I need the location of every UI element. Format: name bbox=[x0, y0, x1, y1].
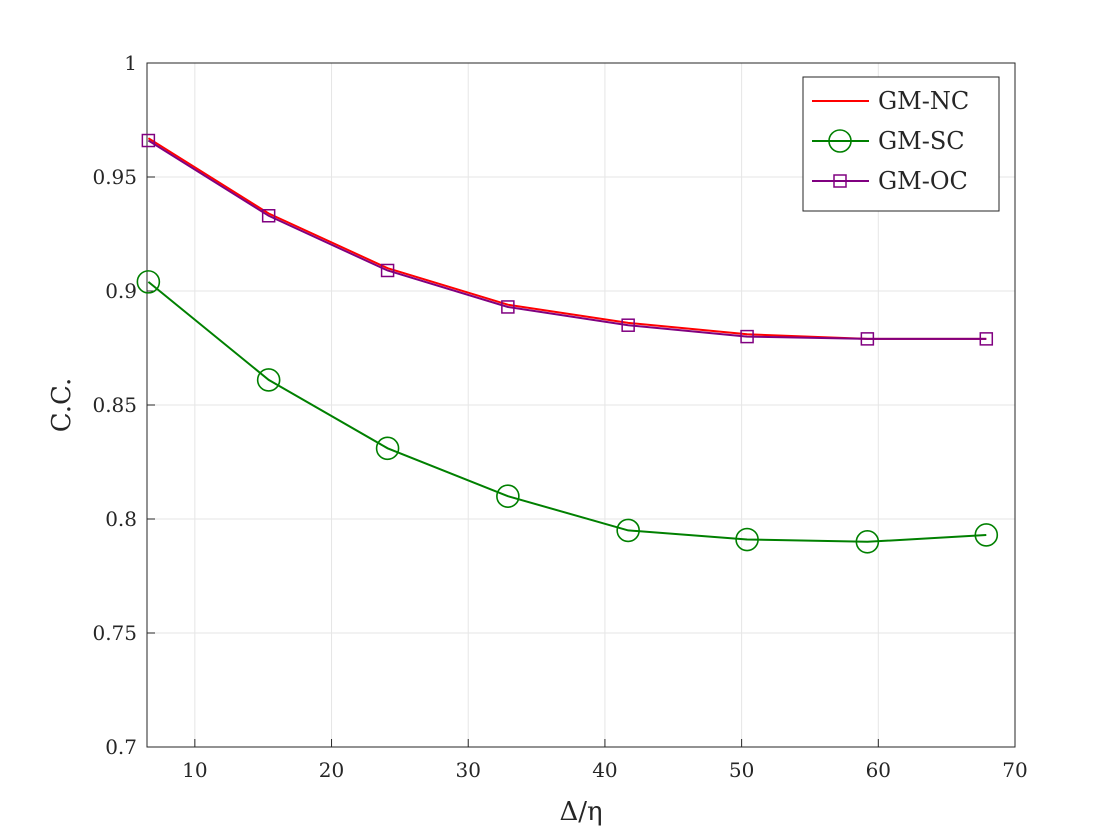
legend-label-gm-nc: GM-NC bbox=[878, 87, 969, 115]
legend-box bbox=[802, 76, 1000, 212]
legend-item-gm-oc: GM-OC bbox=[812, 167, 968, 195]
data-point-gm-oc bbox=[979, 332, 994, 346]
x-tick-label: 70 bbox=[1002, 758, 1027, 782]
data-point-gm-oc bbox=[740, 329, 754, 344]
data-point-gm-sc bbox=[496, 484, 520, 509]
series-layer bbox=[136, 133, 999, 554]
y-tick-label: 0.85 bbox=[92, 393, 137, 417]
data-point-gm-sc bbox=[735, 527, 759, 552]
series-gm-oc bbox=[141, 133, 994, 346]
y-tick-label: 0.95 bbox=[92, 165, 137, 189]
x-tick-label: 30 bbox=[456, 758, 481, 782]
data-point-gm-sc bbox=[136, 270, 161, 294]
tick-labels: 10 20 30 40 50 60 70 0.7 0.75 0.8 0.85 0.9 0.95 1 bbox=[92, 51, 1027, 782]
legend-label-gm-sc: GM-SC bbox=[878, 127, 965, 155]
legend-marker-gm-oc bbox=[833, 174, 847, 188]
y-tick-label: 1 bbox=[124, 51, 137, 75]
series-line-gm-oc bbox=[147, 139, 987, 340]
data-point-gm-oc bbox=[141, 133, 156, 148]
x-tick-label: 60 bbox=[866, 758, 891, 782]
data-point-gm-sc bbox=[256, 368, 281, 392]
y-axis-label: C.C. bbox=[47, 378, 77, 432]
legend-label-gm-oc: GM-OC bbox=[878, 167, 968, 195]
data-point-gm-sc bbox=[855, 529, 880, 554]
legend-marker-gm-sc bbox=[828, 129, 852, 153]
legend-item-gm-sc: GM-SC bbox=[812, 127, 965, 155]
x-tick-label: 50 bbox=[729, 758, 754, 782]
legend: GM-NC GM-SC GM-OC bbox=[802, 76, 1000, 212]
data-point-gm-sc bbox=[974, 523, 999, 547]
series-gm-sc bbox=[136, 270, 999, 554]
data-point-gm-oc bbox=[380, 263, 395, 278]
x-axis-label: Δ/η bbox=[559, 797, 602, 827]
series-line-gm-sc bbox=[147, 281, 987, 543]
y-tick-label: 0.75 bbox=[92, 621, 137, 645]
y-tick-label: 0.8 bbox=[105, 507, 137, 531]
x-tick-label: 20 bbox=[319, 758, 344, 782]
data-point-gm-oc bbox=[261, 209, 276, 223]
data-point-gm-oc bbox=[501, 300, 515, 314]
x-tick-label: 40 bbox=[592, 758, 617, 782]
y-tick-label: 0.7 bbox=[105, 735, 137, 759]
axes bbox=[146, 62, 1016, 748]
data-point-gm-sc bbox=[616, 518, 640, 543]
data-point-gm-oc bbox=[860, 332, 875, 346]
x-tick-label: 10 bbox=[182, 758, 207, 782]
data-point-gm-sc bbox=[375, 436, 400, 461]
data-point-gm-oc bbox=[621, 318, 635, 332]
legend-item-gm-nc: GM-NC bbox=[812, 87, 969, 115]
y-tick-label: 0.9 bbox=[105, 279, 137, 303]
